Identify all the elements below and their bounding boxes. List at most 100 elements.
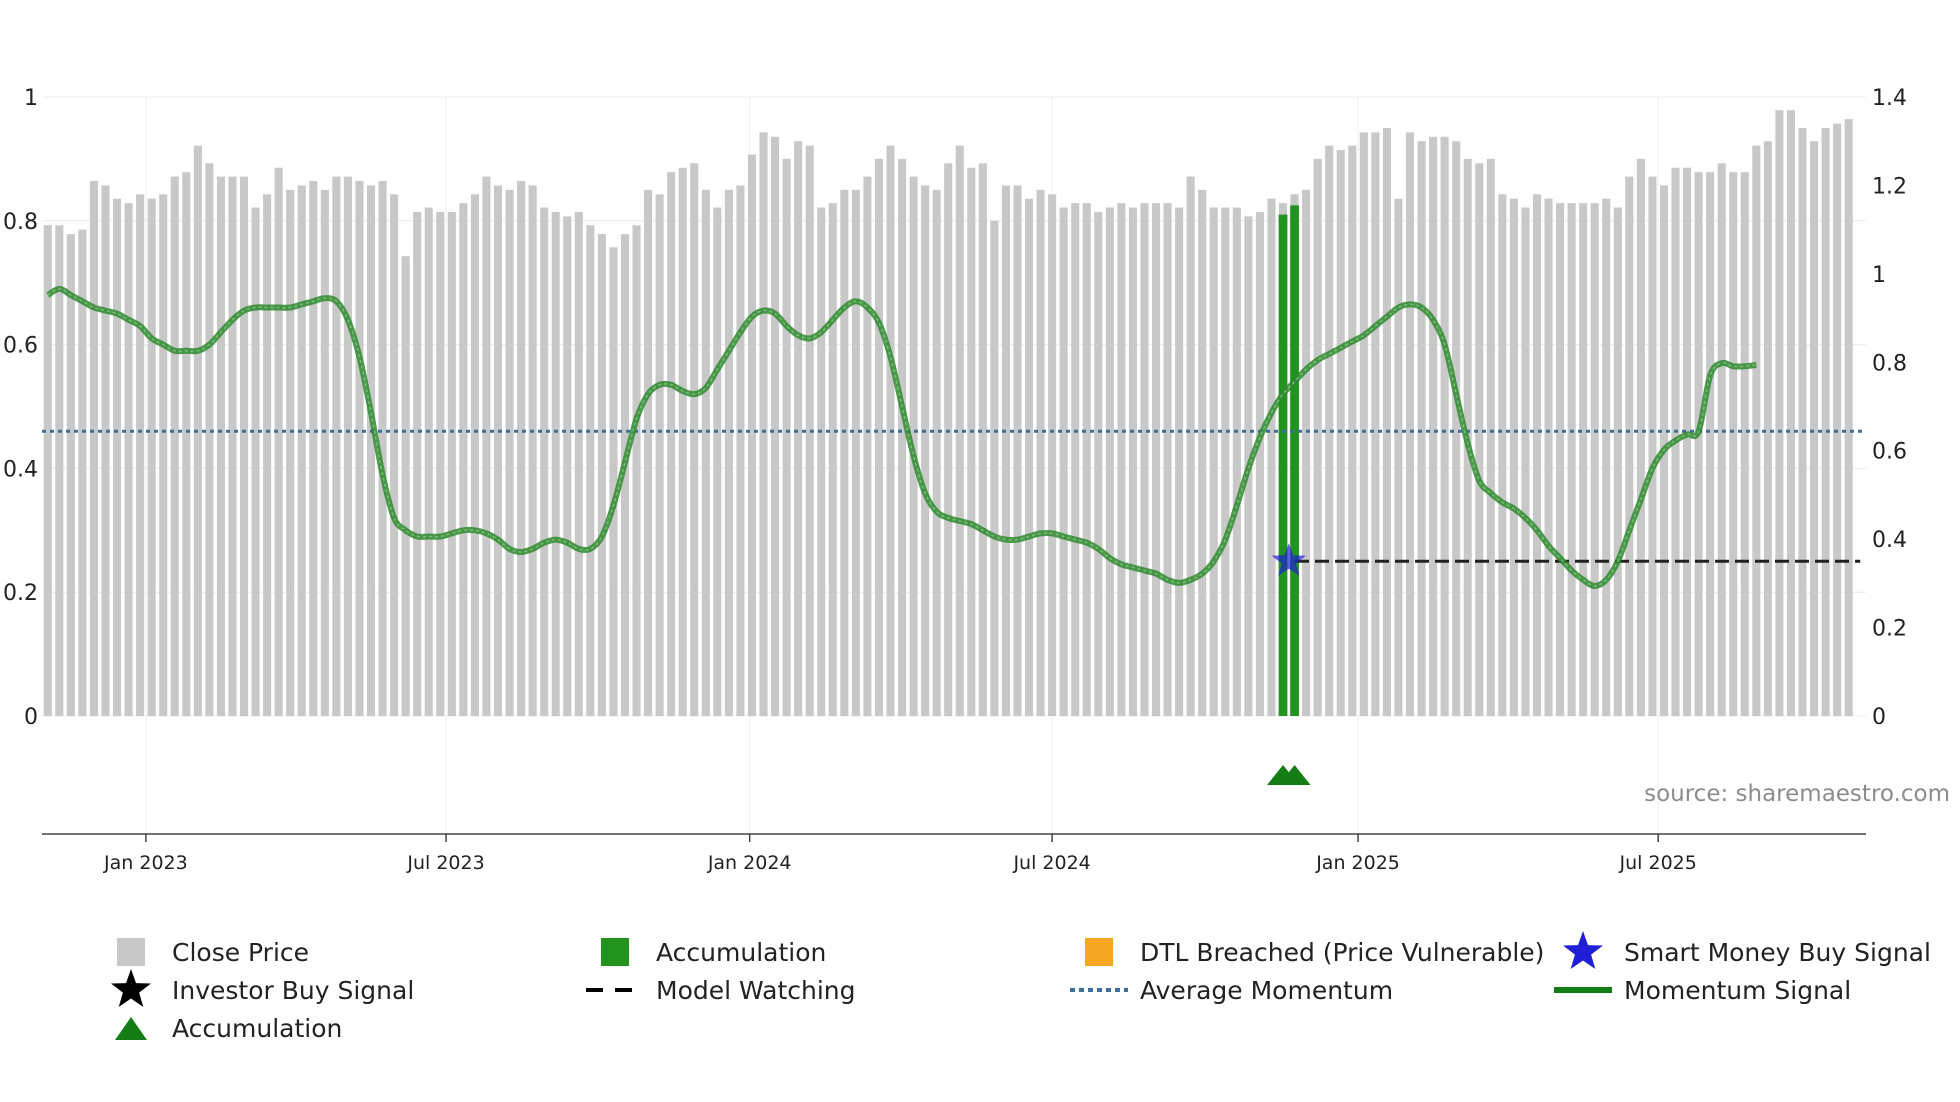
legend-label: Investor Buy Signal bbox=[172, 976, 414, 1005]
close-price-bar bbox=[205, 163, 214, 717]
close-price-bar bbox=[1348, 145, 1357, 716]
close-price-bar bbox=[366, 185, 376, 716]
close-price-bar bbox=[343, 176, 352, 717]
close-price-bar bbox=[1325, 145, 1334, 716]
close-price-bar bbox=[1209, 207, 1218, 717]
close-price-bar bbox=[89, 181, 98, 716]
close-price-bar bbox=[1105, 207, 1114, 717]
close-price-bar bbox=[632, 225, 641, 716]
close-price-bar bbox=[1532, 194, 1542, 716]
accumulation-triangles bbox=[1267, 765, 1311, 785]
legend-item: Model Watching bbox=[586, 976, 856, 1005]
accumulation-bars bbox=[1278, 205, 1299, 717]
close-price-bar bbox=[1082, 203, 1091, 717]
right-axis-ticks: 0 0.2 0.4 0.6 0.8 1 1.2 1.4 bbox=[1872, 86, 1907, 730]
close-price-bar bbox=[1567, 203, 1576, 717]
close-price-bar bbox=[805, 145, 814, 716]
close-price-bar bbox=[216, 176, 225, 717]
close-price-bar bbox=[1024, 198, 1034, 716]
close-price-bar bbox=[1625, 176, 1634, 717]
close-price-bar bbox=[1486, 158, 1495, 716]
close-price-bar bbox=[528, 185, 537, 716]
close-price-bar bbox=[436, 211, 445, 716]
close-price-bar bbox=[967, 167, 976, 716]
accumulation-triangle bbox=[1278, 765, 1311, 785]
left-tick-label: 0.2 bbox=[3, 581, 38, 606]
close-price-bars bbox=[43, 110, 1853, 717]
close-price-bar bbox=[724, 189, 733, 717]
close-price-bar bbox=[482, 176, 491, 717]
close-price-bar bbox=[1579, 203, 1588, 717]
close-price-bar bbox=[782, 158, 791, 716]
close-price-bar bbox=[1694, 172, 1703, 716]
close-price-bar bbox=[78, 229, 87, 716]
close-price-bar bbox=[574, 211, 583, 716]
right-tick-label: 0.6 bbox=[1872, 440, 1907, 465]
close-price-bar bbox=[1071, 203, 1080, 717]
x-tick-label: Jul 2024 bbox=[1012, 852, 1090, 874]
close-price-bar bbox=[1509, 198, 1518, 716]
close-price-bar bbox=[332, 176, 341, 717]
x-tick-label: Jul 2023 bbox=[406, 852, 484, 874]
close-price-bar bbox=[1128, 207, 1137, 717]
legend-label: Model Watching bbox=[656, 976, 856, 1005]
close-price-bar bbox=[1556, 203, 1565, 717]
close-price-bar bbox=[239, 176, 249, 717]
close-price-bar bbox=[1198, 189, 1207, 717]
close-price-bar bbox=[644, 189, 653, 717]
close-price-bar bbox=[1498, 194, 1507, 716]
x-tick-label: Jan 2024 bbox=[707, 852, 792, 874]
legend-label: Accumulation bbox=[172, 1014, 342, 1043]
close-price-bar bbox=[597, 234, 606, 717]
left-tick-label: 0.4 bbox=[3, 457, 38, 482]
close-price-bar bbox=[1844, 119, 1853, 717]
close-price-bar bbox=[1036, 189, 1045, 717]
close-price-bar bbox=[921, 185, 930, 716]
close-price-bar bbox=[713, 207, 722, 717]
close-price-bar bbox=[667, 172, 676, 716]
close-price-bar bbox=[1394, 198, 1403, 716]
legend-label: Smart Money Buy Signal bbox=[1624, 938, 1931, 967]
close-price-bar bbox=[112, 198, 122, 716]
close-price-bar bbox=[297, 185, 306, 716]
close-price-bar bbox=[1302, 189, 1311, 717]
close-price-bar bbox=[159, 194, 168, 716]
right-tick-label: 0.8 bbox=[1872, 351, 1907, 376]
close-price-bar bbox=[747, 154, 757, 716]
close-price-bar bbox=[1440, 136, 1449, 717]
close-price-bar bbox=[124, 203, 133, 717]
close-price-bar bbox=[874, 158, 884, 716]
close-price-bar bbox=[1336, 150, 1345, 717]
close-price-bar bbox=[540, 207, 549, 717]
smart-money-star bbox=[1271, 543, 1306, 576]
close-price-bar bbox=[655, 194, 664, 716]
close-price-bar bbox=[309, 181, 318, 716]
legend: Close Price Accumulation DTL Breached (Pri… bbox=[111, 931, 1931, 1043]
close-price-bar bbox=[620, 234, 630, 717]
close-price-bar bbox=[690, 163, 699, 717]
close-price-bar bbox=[1590, 203, 1599, 717]
right-tick-label: 0.2 bbox=[1872, 617, 1907, 642]
dtl-breached-swatch bbox=[1085, 938, 1113, 966]
close-price-bar bbox=[1729, 172, 1738, 716]
legend-label: Momentum Signal bbox=[1624, 976, 1851, 1005]
close-price-bar bbox=[1475, 163, 1484, 717]
close-price-bar bbox=[1429, 136, 1438, 717]
right-tick-label: 1.4 bbox=[1872, 86, 1907, 111]
close-price-bar bbox=[1833, 123, 1842, 717]
close-price-bar bbox=[1117, 203, 1126, 717]
close-price-bar bbox=[470, 194, 479, 716]
close-price-bar bbox=[1232, 207, 1241, 717]
close-price-bar bbox=[794, 141, 803, 716]
close-price-bar bbox=[1636, 158, 1645, 716]
close-price-bar bbox=[517, 181, 526, 716]
close-price-bar bbox=[286, 189, 295, 717]
close-price-bar bbox=[759, 132, 768, 716]
accumulation-swatch bbox=[601, 938, 629, 966]
close-price-bar bbox=[944, 163, 953, 717]
close-price-bar bbox=[863, 176, 872, 717]
close-price-swatch bbox=[117, 938, 145, 966]
close-price-bar bbox=[413, 211, 422, 716]
close-price-bar bbox=[955, 145, 964, 716]
close-price-bar bbox=[840, 189, 849, 717]
